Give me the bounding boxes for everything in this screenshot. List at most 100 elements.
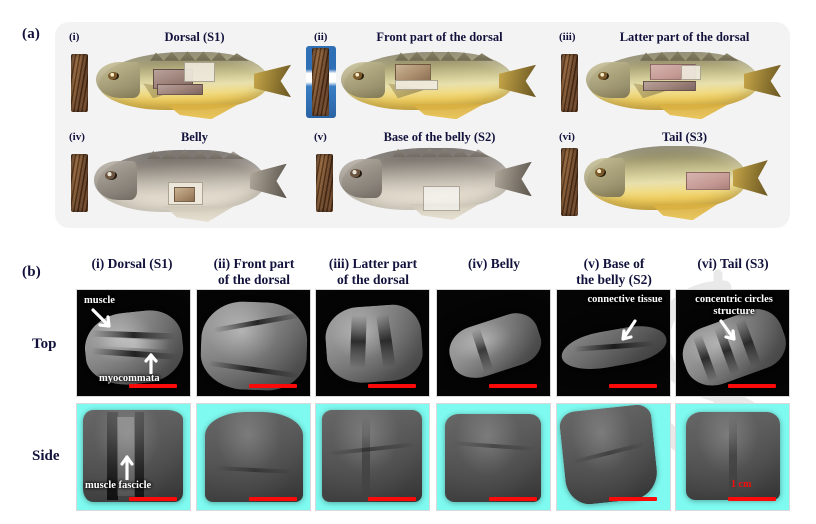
panel-b-header-6: (vi) Tail (S3)	[668, 256, 798, 272]
ct-tile-side-vi: 1 cm	[675, 403, 790, 511]
panel-a-title-iii: Latter part of the dorsal	[619, 30, 750, 44]
ct-tile-side-iii	[315, 403, 430, 511]
fish-photo-iii	[585, 51, 782, 120]
ct-specimen	[199, 300, 309, 392]
ct-image	[77, 404, 190, 510]
fish-head	[338, 159, 383, 198]
fish-photo-v	[338, 147, 532, 220]
panel-a-cell-vi: (vi) Tail (S3)	[545, 122, 790, 225]
panel-a-title-vi: Tail (S3)	[661, 130, 708, 144]
annotation-muscle-fascicle: muscle fascicle	[85, 480, 152, 491]
fish-head	[585, 62, 630, 99]
ct-image	[197, 290, 310, 396]
panel-a-title-iv: Belly	[180, 130, 209, 144]
ct-muscle-block	[205, 412, 303, 502]
arrow-concentric-circles-icon	[718, 319, 740, 343]
scale-bar	[489, 497, 537, 501]
ct-muscle-mass	[323, 302, 425, 386]
panel-b-row-label-top: Top	[32, 336, 57, 352]
ct-muscle-block	[322, 410, 422, 502]
annotation-concentric-circles: concentric circles structure	[695, 294, 773, 317]
panel-a-roman-iv: (iv)	[69, 131, 85, 143]
ct-tile-top-iv	[436, 289, 551, 397]
ct-tile-side-iv	[436, 403, 551, 511]
scale-bar	[129, 497, 177, 501]
scale-bar	[609, 497, 657, 501]
panel-a-cell-ii: (ii) Front part of the dorsal	[300, 22, 545, 125]
ct-specimen	[443, 307, 547, 385]
sampling-window-ii-b	[395, 79, 438, 90]
fish-eye	[105, 171, 118, 181]
scale-bar	[129, 384, 177, 388]
ct-specimen	[322, 410, 422, 502]
ct-image	[676, 404, 789, 510]
arrow-myocommata-icon	[143, 352, 159, 374]
ct-specimen	[686, 412, 780, 500]
ct-specimen	[205, 412, 303, 502]
panel-a-roman-vi: (vi)	[559, 131, 575, 143]
fish-eye	[595, 167, 607, 178]
panel-b-row-label-side: Side	[32, 448, 60, 464]
sample-strip-v	[316, 154, 333, 212]
panel-a-title-v: Base of the belly (S2)	[383, 130, 496, 144]
ct-specimen	[445, 414, 541, 502]
panel-a-roman-iii: (iii)	[559, 31, 576, 43]
panel-a-row-1: (i) Dorsal (S1) (ii)	[55, 22, 790, 125]
ct-image	[557, 404, 670, 510]
panel-a-roman-v: (v)	[314, 131, 327, 143]
panel-b-header-5: (v) Base of the belly (S2)	[550, 256, 678, 288]
panel-a-card: (i) Dorsal (S1) (ii)	[55, 22, 790, 228]
ct-tile-top-v: connective tissue	[556, 289, 671, 397]
ct-fascicle-gap-2	[135, 411, 144, 501]
panel-b-header-6-line1: (vi) Tail (S3)	[697, 256, 769, 271]
panel-a-roman-ii: (ii)	[314, 31, 328, 43]
sampling-core-iv	[174, 187, 195, 202]
fish-anal-fin	[167, 104, 239, 120]
sample-strip-vi	[561, 148, 578, 216]
ct-specimen	[558, 321, 670, 375]
sampling-window-v	[422, 186, 460, 211]
ct-image	[437, 404, 550, 510]
panel-b-header-3: (iii) Latter part of the dorsal	[308, 256, 438, 288]
sampling-window-ii-a	[395, 63, 431, 81]
annotation-connective-tissue: connective tissue	[587, 294, 663, 305]
fish-head	[583, 157, 626, 198]
panel-a-cell-iii: (iii) Latter part of the dorsal	[545, 22, 790, 125]
ct-image	[437, 290, 550, 396]
ct-tile-side-v	[556, 403, 671, 511]
ct-muscle-block	[686, 412, 780, 500]
sample-strip-iv	[71, 154, 88, 212]
ct-specimen	[323, 302, 425, 386]
sampling-window-iii-c	[643, 81, 697, 91]
panel-a-title-ii: Front part of the dorsal	[376, 30, 503, 44]
ct-tile-top-ii	[196, 289, 311, 397]
ct-tile-top-iii	[315, 289, 430, 397]
sampling-window-i-b	[184, 62, 215, 82]
sampling-window-vi	[686, 171, 730, 191]
panel-b-label: (b)	[22, 264, 41, 280]
scale-bar	[249, 497, 297, 501]
scale-bar	[728, 384, 776, 388]
scale-bar	[368, 384, 416, 388]
ct-tile-top-i: muscle myocommata	[76, 289, 191, 397]
ct-surface-crack-2	[362, 415, 370, 497]
ct-tile-side-ii	[196, 403, 311, 511]
sample-strip-ii	[312, 48, 329, 116]
fish-anal-fin	[657, 104, 729, 120]
arrow-muscle-fascicle-icon	[119, 454, 135, 480]
ct-muscle-block	[445, 414, 541, 502]
panel-a-label: (a)	[22, 26, 41, 42]
scale-bar	[609, 384, 657, 388]
fish-photo-i	[95, 51, 292, 120]
panel-b-header-2-line2: of the dorsal	[218, 272, 290, 287]
ct-image	[197, 404, 310, 510]
sampling-window-i-c	[156, 84, 203, 95]
panel-a-cell-i: (i) Dorsal (S1)	[55, 22, 300, 125]
panel-b-header-4-line1: (iv) Belly	[467, 256, 521, 271]
ct-muscle-block	[558, 404, 660, 507]
panel-a-row-2: (iv) Belly (v) Base of the belly (S2)	[55, 122, 790, 225]
ct-specimen	[83, 410, 183, 502]
ct-tile-side-i: muscle fascicle	[76, 403, 191, 511]
fish-eye	[107, 71, 120, 81]
fish-eye	[350, 169, 363, 179]
